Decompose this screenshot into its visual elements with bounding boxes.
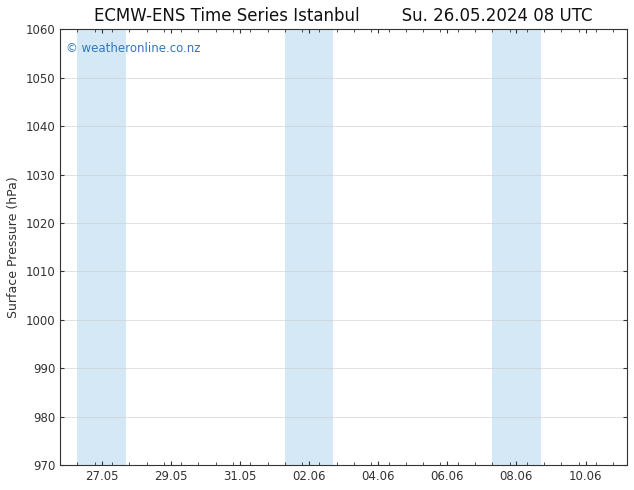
Title: ECMW-ENS Time Series Istanbul        Su. 26.05.2024 08 UTC: ECMW-ENS Time Series Istanbul Su. 26.05.… — [94, 7, 593, 25]
Bar — [285, 29, 333, 465]
Bar — [77, 29, 126, 465]
Bar — [492, 29, 541, 465]
Y-axis label: Surface Pressure (hPa): Surface Pressure (hPa) — [7, 176, 20, 318]
Text: © weatheronline.co.nz: © weatheronline.co.nz — [66, 42, 200, 55]
